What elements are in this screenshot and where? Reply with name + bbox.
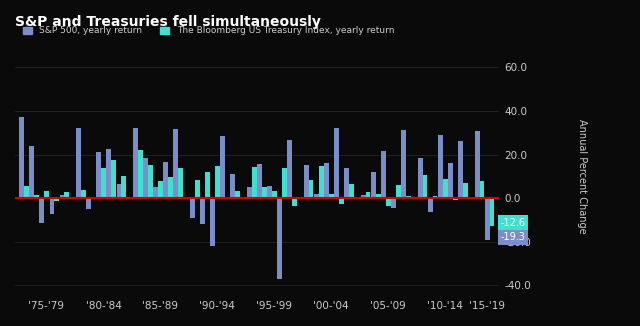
Bar [376, 194, 381, 198]
Bar [230, 174, 235, 198]
Bar [366, 192, 371, 198]
Bar [309, 180, 314, 198]
Bar [101, 168, 106, 198]
Bar [225, 197, 230, 198]
Text: -12.6: -12.6 [500, 217, 526, 228]
Bar [195, 180, 200, 198]
Bar [247, 187, 252, 198]
Bar [344, 168, 349, 198]
Bar [361, 195, 366, 198]
Bar [422, 175, 428, 198]
Bar [220, 136, 225, 198]
Bar [178, 168, 183, 198]
Bar [304, 165, 309, 198]
Bar [448, 163, 453, 198]
Bar [158, 181, 163, 198]
Bar [91, 197, 96, 198]
Bar [458, 141, 463, 198]
Legend: S&P 500, yearly return, The Bloomberg US Treasury Index, yearly return: S&P 500, yearly return, The Bloomberg US… [19, 23, 398, 39]
Bar [211, 198, 215, 246]
Bar [485, 198, 490, 240]
Bar [257, 164, 262, 198]
Bar [49, 198, 54, 214]
Bar [287, 141, 292, 198]
Text: -19.3: -19.3 [500, 232, 525, 243]
Bar [235, 190, 240, 198]
Bar [168, 177, 173, 198]
Bar [81, 190, 86, 198]
Bar [479, 181, 484, 198]
Bar [163, 162, 168, 198]
Bar [173, 129, 178, 198]
Bar [339, 198, 344, 204]
Bar [86, 198, 91, 209]
Y-axis label: Annual Percent Change: Annual Percent Change [577, 119, 587, 234]
Bar [418, 158, 422, 198]
Bar [106, 149, 111, 198]
Bar [111, 160, 116, 198]
Bar [319, 166, 324, 198]
Bar [463, 183, 468, 198]
Bar [97, 152, 101, 198]
Bar [19, 117, 24, 198]
Bar [371, 172, 376, 198]
Bar [268, 186, 272, 198]
Bar [292, 198, 297, 206]
Text: S&P and Treasuries fell simultaneously: S&P and Treasuries fell simultaneously [15, 15, 321, 29]
Bar [262, 187, 267, 198]
Bar [406, 196, 411, 198]
Bar [60, 195, 64, 198]
Bar [433, 196, 438, 198]
Bar [44, 190, 49, 198]
Bar [252, 167, 257, 198]
Bar [349, 184, 354, 198]
Bar [314, 194, 319, 198]
Bar [272, 190, 276, 198]
Bar [133, 128, 138, 198]
Bar [277, 198, 282, 279]
Bar [154, 187, 158, 198]
Bar [116, 185, 121, 198]
Bar [190, 198, 195, 218]
Bar [396, 185, 401, 198]
Bar [148, 165, 153, 198]
Bar [200, 198, 205, 224]
Bar [205, 172, 210, 198]
Bar [215, 166, 220, 198]
Bar [282, 168, 287, 198]
Bar [138, 150, 143, 198]
Bar [428, 198, 433, 212]
Bar [475, 131, 479, 198]
Bar [490, 198, 495, 226]
Bar [143, 158, 148, 198]
Bar [443, 179, 447, 198]
Bar [401, 129, 406, 198]
Bar [386, 198, 390, 205]
Bar [334, 127, 339, 198]
Bar [54, 198, 59, 201]
Bar [40, 198, 44, 223]
Bar [329, 194, 333, 198]
Bar [391, 198, 396, 208]
Bar [64, 192, 69, 198]
Bar [76, 127, 81, 198]
Bar [438, 135, 443, 198]
Bar [381, 151, 386, 198]
Bar [453, 198, 458, 200]
Bar [24, 186, 29, 198]
Bar [29, 146, 34, 198]
Bar [34, 195, 39, 198]
Bar [324, 163, 329, 198]
Bar [121, 176, 126, 198]
